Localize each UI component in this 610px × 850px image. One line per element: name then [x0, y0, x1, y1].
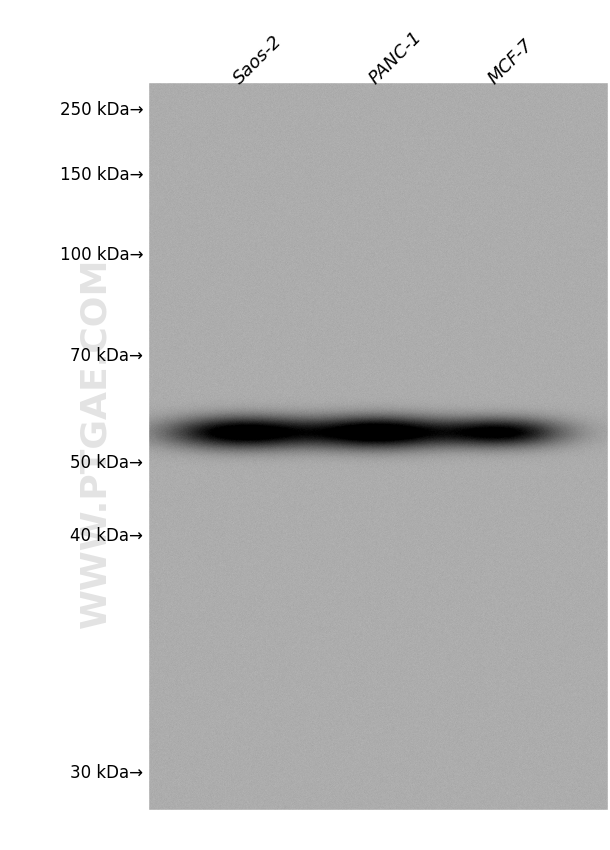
- Text: 50 kDa→: 50 kDa→: [70, 454, 143, 472]
- Bar: [0, 0, 610, 82]
- Text: Saos-2: Saos-2: [230, 32, 286, 88]
- Text: 30 kDa→: 30 kDa→: [70, 764, 143, 782]
- Text: 100 kDa→: 100 kDa→: [60, 246, 143, 264]
- Bar: [608, 0, 610, 850]
- Text: MCF-7: MCF-7: [484, 36, 536, 88]
- Text: 70 kDa→: 70 kDa→: [70, 347, 143, 365]
- Text: 150 kDa→: 150 kDa→: [60, 166, 143, 184]
- Text: WWW.PTGAE.COM: WWW.PTGAE.COM: [78, 258, 112, 628]
- Bar: [0, 810, 610, 850]
- Bar: [0, 0, 148, 850]
- Text: 40 kDa→: 40 kDa→: [70, 527, 143, 545]
- Text: PANC-1: PANC-1: [365, 28, 425, 88]
- Text: 250 kDa→: 250 kDa→: [60, 101, 143, 119]
